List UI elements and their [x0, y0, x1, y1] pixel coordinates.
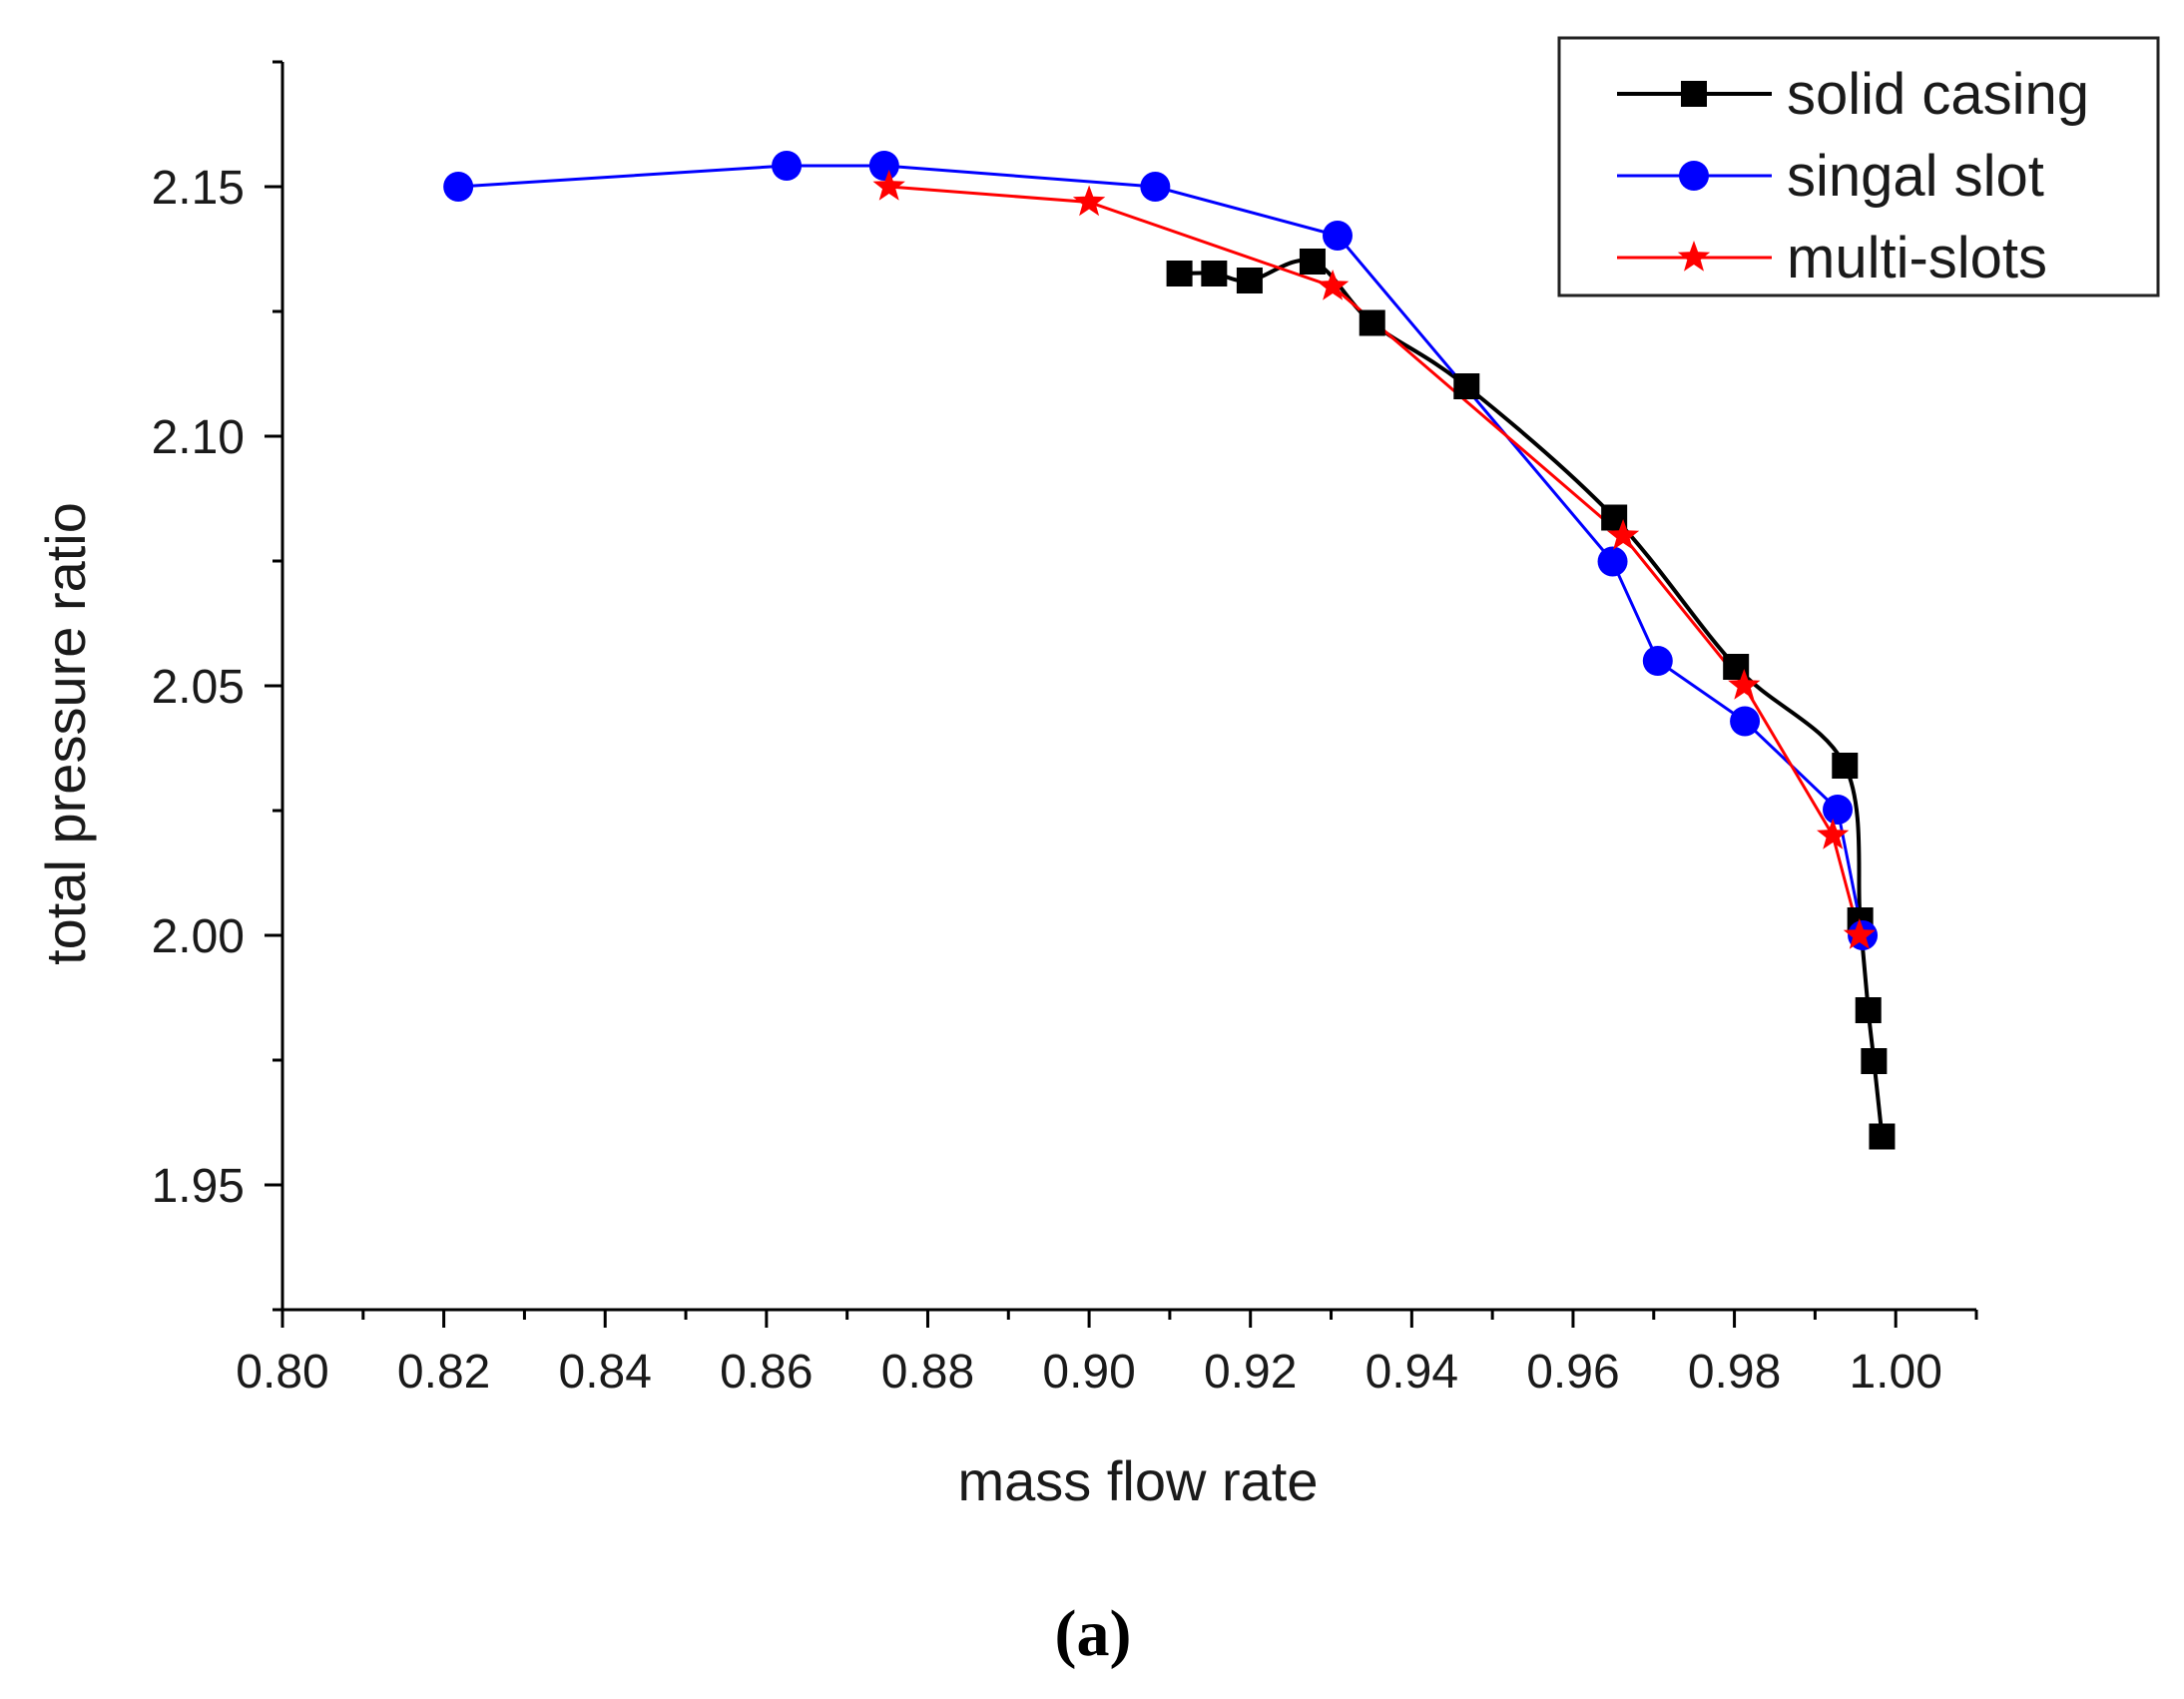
x-tick-label: 0.88 — [881, 1346, 974, 1399]
data-point-singal-slot — [1823, 795, 1854, 825]
y-axis-title: total pressure ratio — [34, 502, 97, 965]
data-point-multi-slots — [872, 170, 905, 201]
legend-label-singal-slot: singal slot — [1787, 144, 2044, 209]
data-point-singal-slot — [443, 172, 474, 202]
data-point-singal-slot — [1730, 706, 1761, 737]
x-tick-label: 0.86 — [720, 1346, 813, 1399]
data-point-solid-casing — [1359, 309, 1385, 336]
plot-area — [443, 151, 1896, 1150]
x-tick-label: 0.80 — [236, 1346, 328, 1399]
data-point-multi-slots — [1817, 819, 1850, 850]
x-tick-label: 0.94 — [1365, 1346, 1458, 1399]
data-point-singal-slot — [1642, 646, 1673, 676]
figure-caption: (a) — [1055, 1597, 1132, 1670]
y-tick-label: 2.10 — [152, 411, 245, 464]
data-point-solid-casing — [1166, 261, 1193, 286]
data-point-singal-slot — [1597, 546, 1628, 577]
legend-marker-solid-casing — [1681, 81, 1707, 107]
series-line-solid-casing — [1179, 258, 1885, 1137]
data-point-singal-slot — [1322, 221, 1353, 251]
x-tick-label: 0.96 — [1526, 1346, 1619, 1399]
legend: solid casing singal slot multi-slots — [1557, 36, 2160, 297]
data-point-multi-slots — [1728, 669, 1761, 700]
series-line-multi-slots — [888, 185, 1862, 936]
y-tick-label: 2.00 — [152, 910, 245, 963]
data-point-multi-slots — [1072, 185, 1106, 217]
y-tick-label: 1.95 — [152, 1160, 245, 1213]
y-tick-label: 2.05 — [152, 661, 245, 714]
legend-marker-multi-slots — [1677, 241, 1711, 272]
legend-box — [1557, 36, 2160, 297]
x-tick-label: 0.92 — [1204, 1346, 1297, 1399]
data-point-solid-casing — [1832, 753, 1859, 779]
y-tick-label: 2.15 — [152, 162, 245, 215]
x-tick-label: 0.82 — [397, 1346, 490, 1399]
legend-label-solid-casing: solid casing — [1787, 62, 2089, 127]
data-point-solid-casing — [1861, 1048, 1888, 1074]
data-point-multi-slots — [1843, 918, 1876, 949]
data-point-solid-casing — [1855, 997, 1882, 1023]
data-point-singal-slot — [772, 151, 803, 181]
legend-label-multi-slots: multi-slots — [1787, 226, 2047, 290]
x-tick-label: 1.00 — [1849, 1346, 1941, 1399]
data-point-multi-slots — [1317, 270, 1350, 300]
axes: 0.80 0.82 0.84 0.86 0.88 0.90 0.92 0.94 0.96 0.98… — [152, 60, 1978, 1399]
data-point-solid-casing — [1236, 268, 1263, 293]
data-point-solid-casing — [1453, 373, 1480, 399]
x-tick-label: 0.90 — [1042, 1346, 1135, 1399]
x-tick-label: 0.84 — [559, 1346, 652, 1399]
data-point-singal-slot — [1140, 172, 1171, 202]
data-point-multi-slots — [1606, 519, 1640, 550]
data-point-solid-casing — [1869, 1123, 1896, 1150]
legend-marker-singal-slot — [1679, 161, 1709, 191]
x-axis-title: mass flow rate — [958, 1449, 1319, 1512]
data-point-solid-casing — [1201, 261, 1228, 286]
x-tick-label: 0.98 — [1688, 1346, 1781, 1399]
data-point-singal-slot — [868, 151, 899, 181]
data-point-solid-casing — [1299, 249, 1326, 275]
